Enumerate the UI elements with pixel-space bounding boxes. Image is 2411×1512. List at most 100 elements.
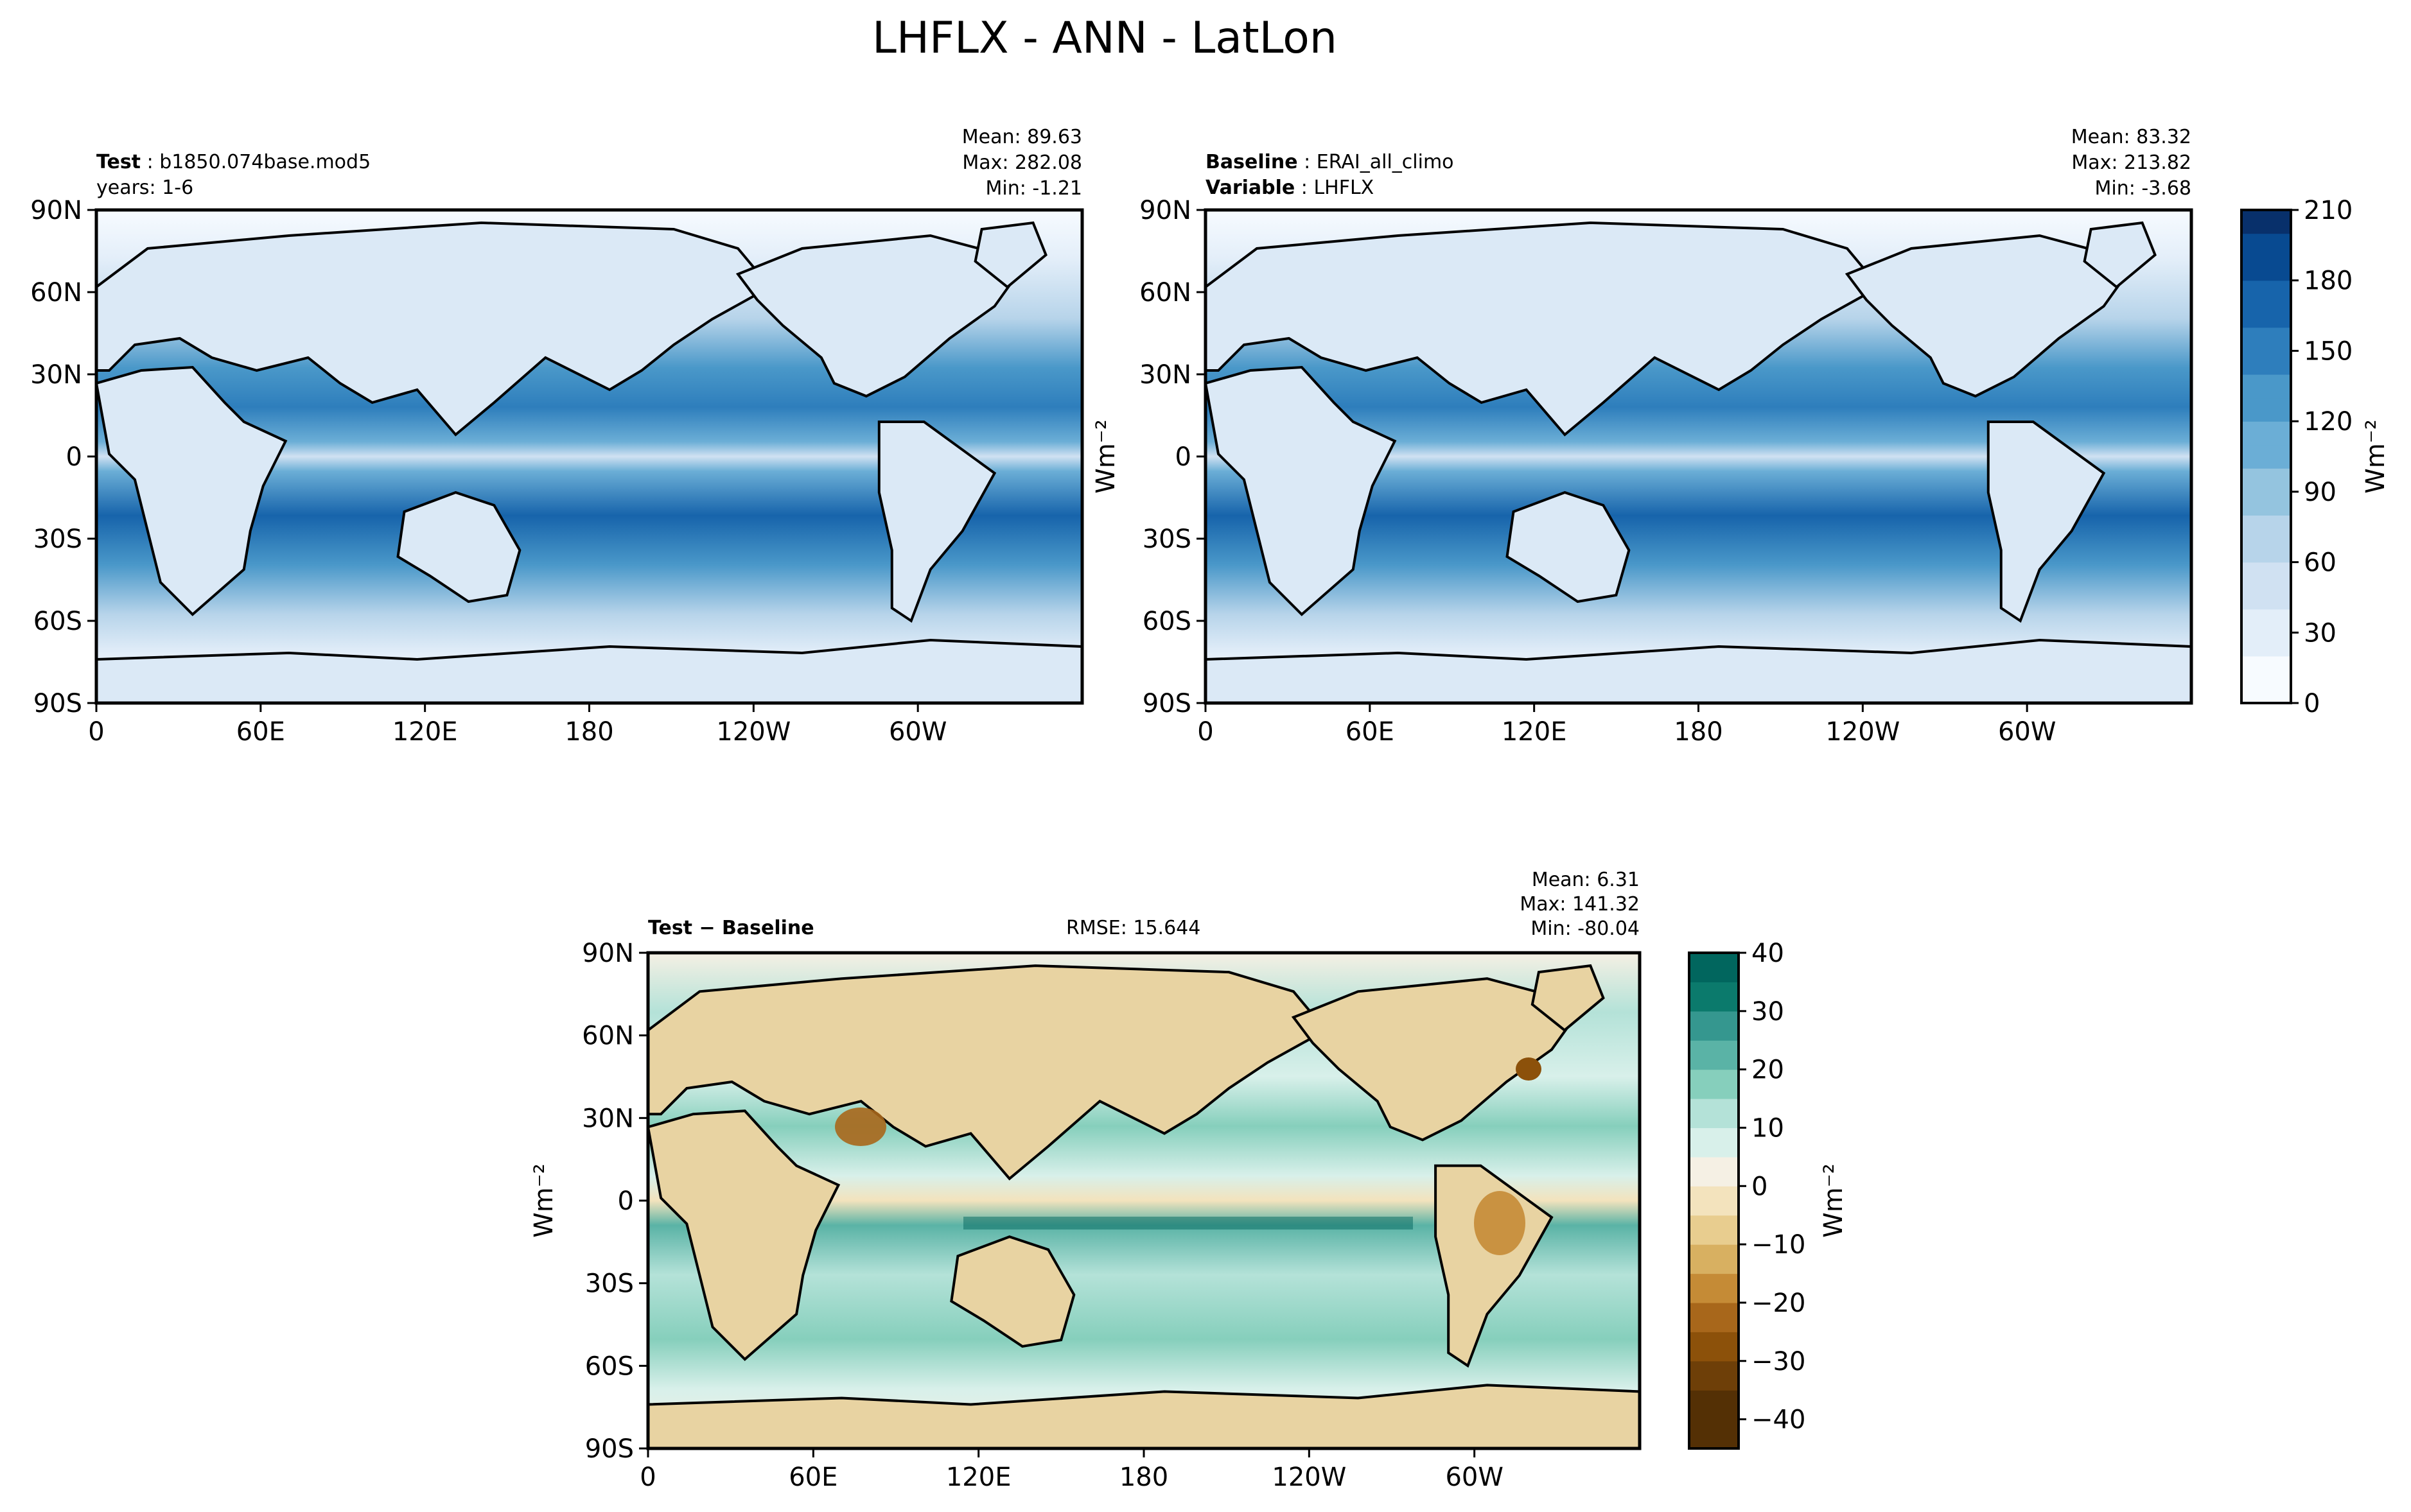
test-min: Min: -1.21 (986, 177, 1083, 200)
baseline-min: Min: -3.68 (2095, 177, 2192, 200)
colorbar-diff-tick-label: 40 (1751, 939, 1784, 968)
colorbar-main-band (2241, 444, 2291, 469)
diff-rmse: RMSE: 15.644 (1066, 917, 1200, 939)
colorbar-main-band (2241, 374, 2291, 399)
x-tick-label: 60E (236, 717, 285, 747)
colorbar-main-band (2241, 609, 2291, 633)
colorbar-diff-band (1689, 1302, 1739, 1332)
baseline-max: Max: 213.82 (2071, 152, 2191, 174)
colorbar-main-tick-label: 90 (2304, 478, 2336, 507)
colorbar-main-band (2241, 327, 2291, 352)
colorbar-main-band (2241, 515, 2291, 539)
colorbar-main-tick-label: 120 (2304, 407, 2353, 437)
colorbar-main-tick-label: 30 (2304, 618, 2336, 648)
colorbar-main-band (2241, 280, 2291, 304)
colorbar-main-band (2241, 468, 2291, 492)
colorbar-main-band (2241, 656, 2291, 681)
colorbar-main-band (2241, 351, 2291, 375)
colorbar-diff-tick-label: −10 (1751, 1230, 1805, 1260)
y-tick-label: 30S (1143, 525, 1191, 554)
colorbar-main-band (2241, 632, 2291, 657)
panel-baseline: Baseline : ERAI_all_climo Variable : LHF… (1091, 126, 2193, 747)
x-tick-label: 60W (1445, 1463, 1503, 1492)
baseline-xticks: 0 60E 120E 180 120W 60W (1197, 703, 2056, 747)
diff-ylabel: Wm⁻² (529, 1163, 559, 1238)
baseline-mean: Mean: 83.32 (2071, 126, 2191, 148)
test-yticks: 90N 60N 30N 0 30S 60S 90S (30, 196, 96, 718)
colorbar-diff-bands (1689, 953, 1739, 1449)
colorbar-diff-tick-label: −40 (1751, 1405, 1805, 1435)
baseline-label: Baseline : ERAI_all_climo (1206, 151, 1454, 173)
test-max: Max: 282.08 (962, 152, 1082, 174)
baseline-yticks: 90N 60N 30N 0 30S 60S 90S (1139, 196, 1206, 718)
panel-test: Test : b1850.074base.mod5 years: 1-6 Mea… (30, 126, 1084, 747)
colorbar-main-band (2241, 421, 2291, 446)
colorbar-main-frame (2240, 209, 2292, 704)
y-tick-label: 30N (30, 360, 82, 390)
panel-diff: Test − Baseline RMSE: 15.644 Mean: 6.31 … (529, 869, 1642, 1492)
y-tick-label: 60S (585, 1351, 634, 1381)
x-tick-label: 120W (1272, 1463, 1346, 1492)
colorbar-main: 210 180 150 120 90 60 30 0 Wm⁻² (2240, 196, 2390, 718)
colorbar-main-band (2241, 539, 2291, 563)
diff-label: Test − Baseline (648, 917, 814, 939)
test-years: years: 1-6 (96, 177, 193, 199)
colorbar-main-ticks: 210 180 150 120 90 60 30 0 (2291, 196, 2353, 718)
colorbar-main-tick-label: 0 (2304, 689, 2320, 718)
colorbar-main-label: Wm⁻² (2361, 419, 2390, 494)
colorbar-diff-band (1689, 1215, 1739, 1245)
y-tick-label: 90S (585, 1434, 634, 1464)
y-tick-label: 0 (66, 442, 82, 472)
colorbar-diff-band (1689, 1332, 1739, 1362)
colorbar-diff: 40 30 20 10 0 −10 −20 −30 −40 Wm⁻² (1688, 939, 1848, 1450)
y-tick-label: 30N (582, 1104, 634, 1133)
colorbar-diff-tick-label: −30 (1751, 1347, 1805, 1377)
x-tick-label: 180 (1674, 717, 1723, 747)
colorbar-diff-tick-label: 0 (1751, 1172, 1767, 1201)
colorbar-diff-tick-label: 30 (1751, 997, 1784, 1027)
x-tick-label: 180 (1119, 1463, 1168, 1492)
colorbar-main-tick-label: 180 (2304, 266, 2353, 296)
diff-blob-india (835, 1108, 886, 1146)
diff-blob-amazon (1474, 1191, 1525, 1255)
colorbar-diff-band (1689, 1099, 1739, 1129)
colorbar-diff-band (1689, 1273, 1739, 1303)
colorbar-main-band (2241, 491, 2291, 516)
y-tick-label: 90N (1139, 196, 1191, 225)
colorbar-diff-band (1689, 1127, 1739, 1158)
y-tick-label: 60N (1139, 278, 1191, 308)
y-tick-label: 90N (30, 196, 82, 225)
colorbar-main-tick-label: 150 (2304, 336, 2353, 366)
diff-xticks: 0 60E 120E 180 120W 60W (640, 1448, 1504, 1492)
y-tick-label: 0 (618, 1186, 634, 1216)
colorbar-diff-band (1689, 1360, 1739, 1391)
colorbar-main-band (2241, 257, 2291, 281)
x-tick-label: 60W (889, 717, 947, 747)
x-tick-label: 60W (1998, 717, 2056, 747)
colorbar-diff-label: Wm⁻² (1819, 1163, 1848, 1238)
colorbar-main-band (2241, 397, 2291, 422)
x-tick-label: 120W (1825, 717, 1900, 747)
colorbar-main-band (2241, 304, 2291, 328)
x-tick-label: 60E (789, 1463, 837, 1492)
colorbar-main-band (2241, 233, 2291, 257)
y-tick-label: 90N (582, 939, 634, 968)
diff-blob-gulfstream (1516, 1057, 1541, 1081)
x-tick-label: 120E (1502, 717, 1567, 747)
colorbar-diff-band (1689, 1419, 1739, 1449)
colorbar-diff-band (1689, 1390, 1739, 1420)
y-tick-label: 90S (33, 689, 82, 718)
colorbar-main-band (2241, 562, 2291, 586)
colorbar-main-band (2241, 210, 2291, 234)
diff-yticks: 90N 60N 30N 0 30S 60S 90S (582, 939, 648, 1464)
diff-max: Max: 141.32 (1520, 893, 1640, 916)
x-tick-label: 0 (640, 1463, 656, 1492)
diff-min: Min: -80.04 (1530, 917, 1640, 940)
baseline-map (1206, 210, 2191, 703)
x-tick-label: 120E (946, 1463, 1012, 1492)
y-tick-label: 60N (582, 1021, 634, 1051)
x-tick-label: 120E (392, 717, 458, 747)
x-tick-label: 60E (1346, 717, 1394, 747)
test-xticks: 0 60E 120E 180 120W 60W (88, 703, 947, 747)
test-mean: Mean: 89.63 (962, 126, 1082, 148)
